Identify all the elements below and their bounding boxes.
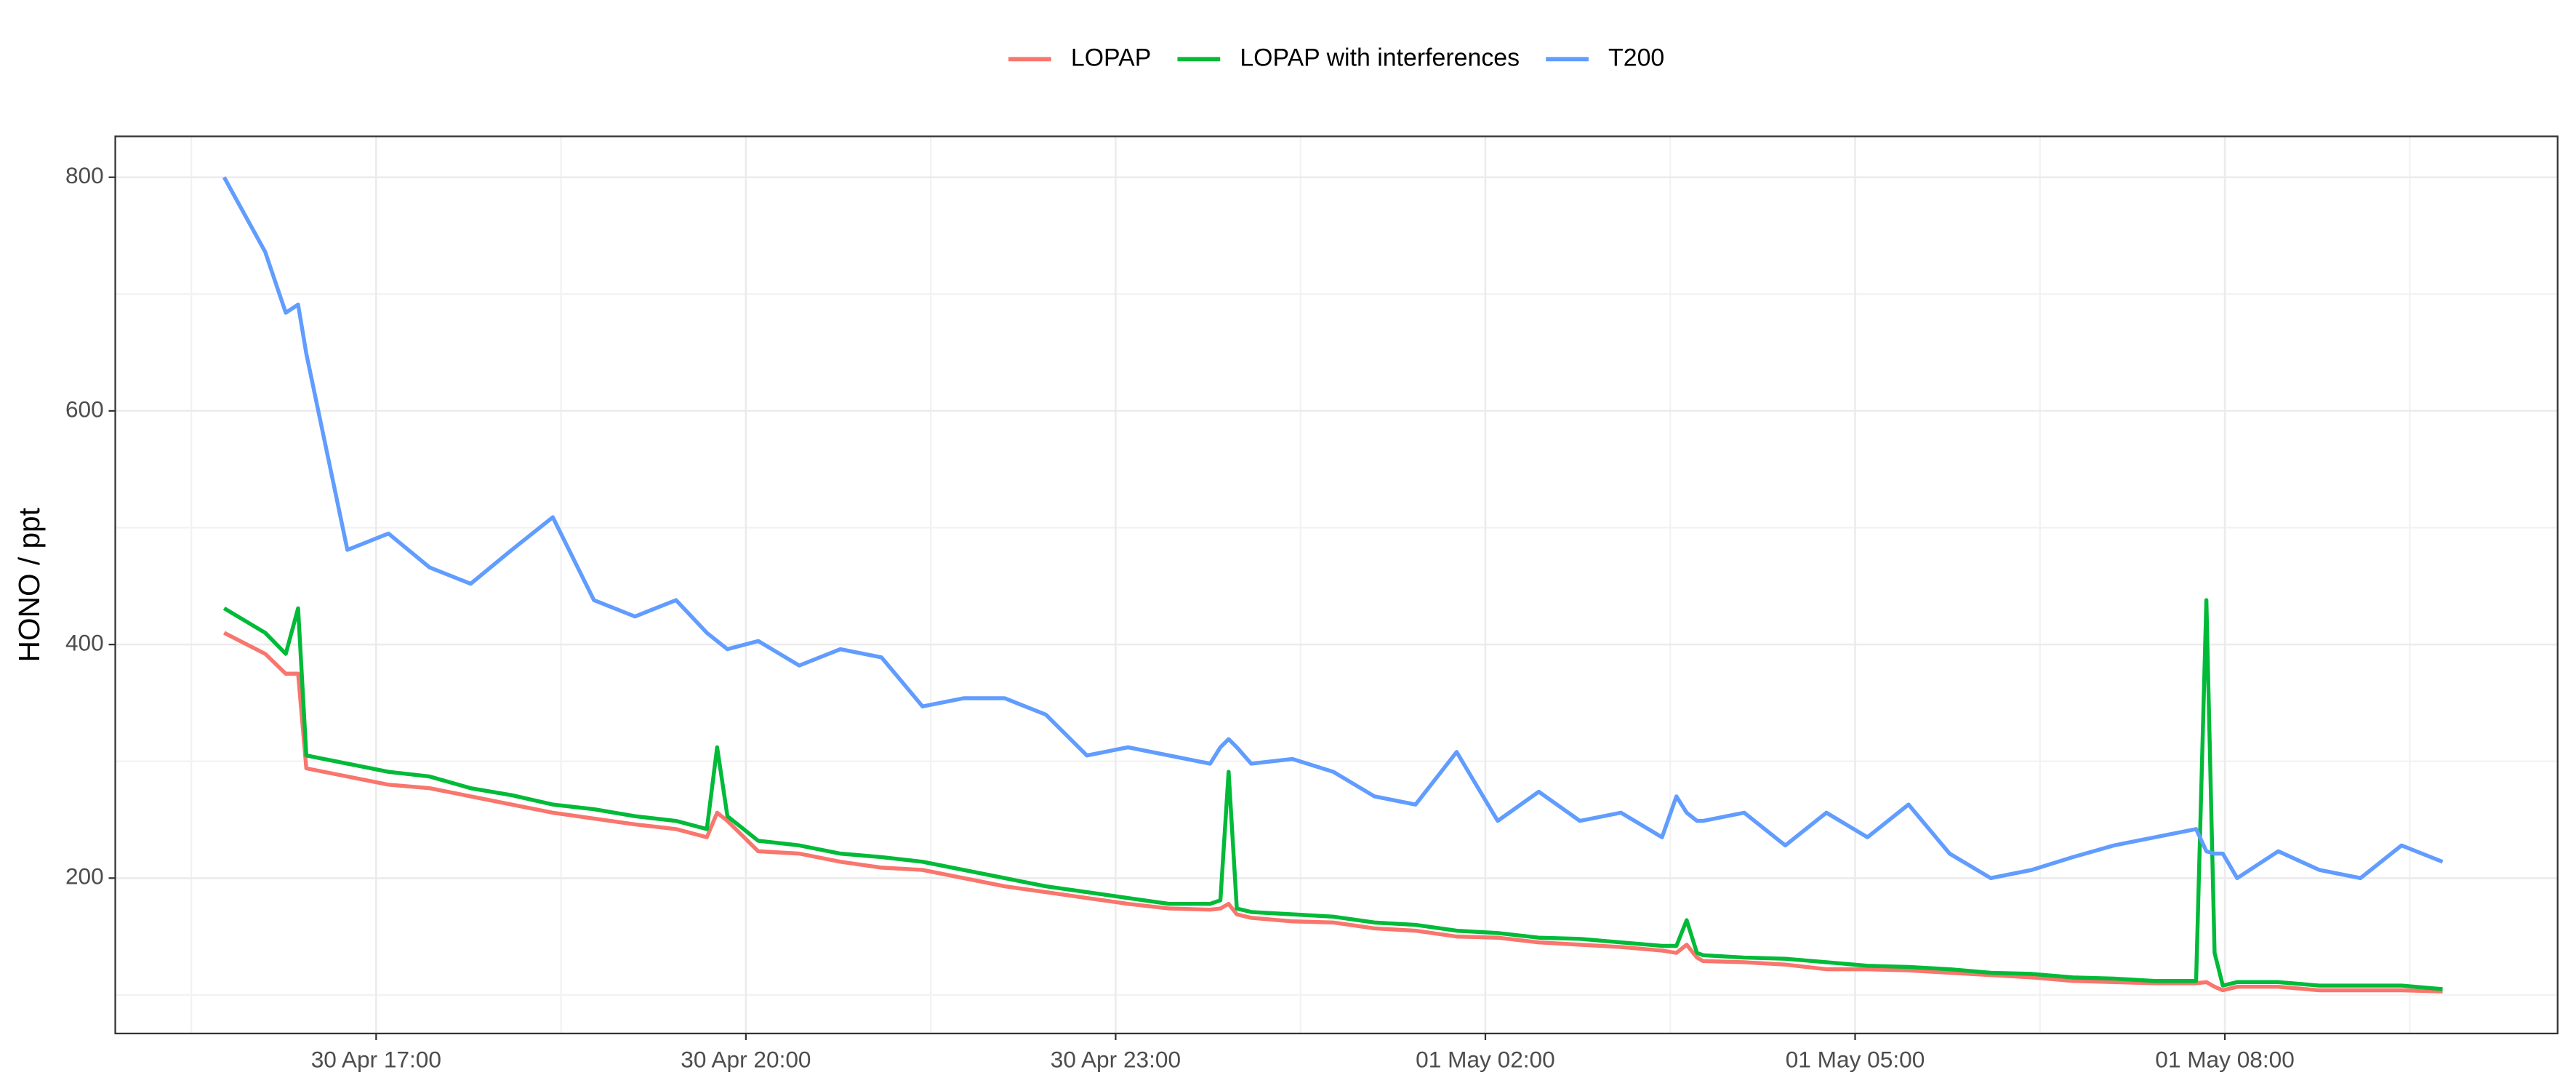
x-tick-label: 30 Apr 17:00 (311, 1047, 441, 1073)
y-tick-label: 800 (65, 162, 104, 188)
series-line (223, 631, 2443, 994)
series-line (222, 598, 2443, 991)
axes: 200 400 600 800 30 Apr 17:00 30 Apr 20:00 30 A… (65, 162, 2295, 1073)
x-tick-label: 01 May 05:00 (1786, 1047, 1925, 1073)
x-tick-label: 01 May 02:00 (1416, 1047, 1555, 1073)
legend: LOPAP LOPAP with interferences T200 (1008, 44, 1664, 71)
plot-frame (114, 135, 2559, 1035)
y-tick-label: 600 (65, 396, 104, 422)
y-tick-label: 200 (65, 863, 104, 890)
legend-label: LOPAP (1071, 44, 1151, 71)
legend-label: T200 (1608, 44, 1664, 71)
legend-item: T200 (1546, 44, 1664, 71)
plot-lines (222, 176, 2444, 994)
legend-item: LOPAP (1008, 44, 1151, 71)
x-tick-label: 30 Apr 23:00 (1051, 1047, 1181, 1073)
x-tick-label: 30 Apr 20:00 (681, 1047, 811, 1073)
y-tick-label: 400 (65, 629, 104, 655)
series-line (222, 176, 2444, 881)
legend-item: LOPAP with interferences (1177, 44, 1520, 71)
y-axis-title: HONO / ppt (12, 508, 46, 662)
legend-label: LOPAP with interferences (1240, 44, 1520, 71)
grid (115, 136, 2558, 1034)
x-tick-label: 01 May 08:00 (2155, 1047, 2295, 1073)
